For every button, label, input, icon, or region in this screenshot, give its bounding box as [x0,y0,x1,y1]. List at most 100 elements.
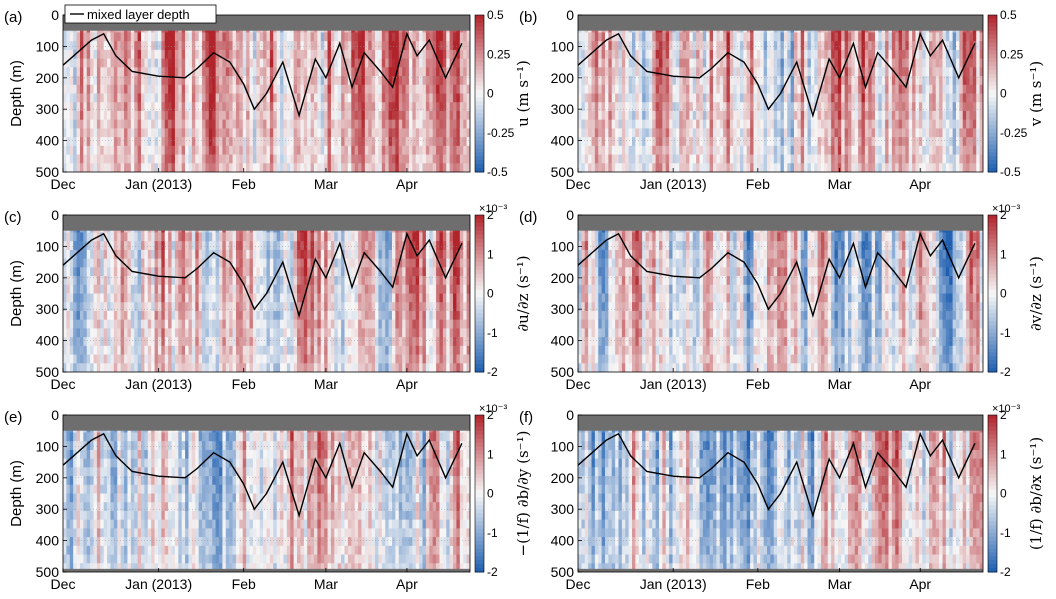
heatmap-cell [817,58,822,68]
heatmap-cell [134,258,139,268]
heatmap-cell [381,119,386,129]
heatmap-cell [120,293,125,303]
heatmap-cell [810,163,815,172]
heatmap-cell [96,354,101,364]
heatmap-cell [885,119,890,129]
heatmap-cell [453,58,458,68]
heatmap-cell [578,102,582,112]
heatmap-cell [979,145,983,156]
heatmap-cell [966,67,971,77]
heatmap-cell [743,145,748,156]
heatmap-cell [157,328,162,338]
heatmap-cell [212,84,217,95]
heatmap-cell [100,49,105,60]
heatmap-cell [800,84,805,95]
heatmap-cell [891,84,896,95]
heatmap-cell [283,110,288,121]
heatmap-cell [925,41,930,51]
heatmap-cell [222,67,227,77]
heatmap-cell [831,163,836,172]
heatmap-cell [797,163,802,172]
heatmap-cell [878,163,883,172]
heatmap-cell [810,76,815,86]
heatmap-cell [848,32,852,42]
heatmap-cell [446,102,451,112]
heatmap-cell [225,119,230,129]
heatmap-cell [330,84,335,95]
heatmap-cell [929,110,933,121]
heatmap-cell [868,128,873,138]
heatmap-cell [783,93,788,103]
heatmap-cell [168,137,173,147]
heatmap-cell [93,145,98,156]
heatmap-cell [929,58,933,68]
heatmap-cell [310,32,315,42]
heatmap-cell [594,49,599,60]
heatmap-cell [679,41,684,51]
heatmap-cell [773,137,778,147]
heatmap-cell [412,67,417,77]
heatmap-cell [378,137,383,147]
heatmap-cell [100,137,105,147]
heatmap-cell [100,102,105,112]
heatmap-cell [351,128,356,138]
heatmap-cell [945,49,950,60]
heatmap-cell [402,145,407,156]
heatmap-cell [364,110,369,121]
heatmap-cell [276,67,281,77]
heatmap-cell [347,110,352,121]
heatmap-cell [164,58,169,68]
heatmap-cell [83,310,88,321]
heatmap-cell [79,137,84,147]
heatmap-cell [439,49,444,60]
heatmap-cell [225,145,230,156]
heatmap-cell [276,154,281,164]
y-tick-label: 500 [551,164,575,180]
heatmap-cell [100,145,105,156]
heatmap-cell [956,67,960,77]
heatmap-cell [259,76,264,86]
heatmap-cell [371,154,376,164]
heatmap-cell [726,145,731,156]
colorbar-tick-label: 0.25 [487,47,511,61]
heatmap-cell [303,84,308,95]
heatmap-cell [713,76,717,86]
colorbar-swatch [475,42,484,47]
heatmap-cell [195,110,200,121]
heatmap-cell [902,32,906,42]
heatmap-cell [79,163,84,172]
heatmap-cell [794,163,798,172]
heatmap-cell [117,41,122,51]
heatmap-cell [83,232,88,242]
colorbar-swatch [475,156,484,161]
heatmap-cell [381,154,386,164]
heatmap-cell [591,102,596,112]
heatmap-cell [976,49,981,60]
heatmap-cell [689,154,694,164]
heatmap-cell [817,145,822,156]
heatmap-cell [191,110,196,121]
heatmap-cell [168,145,173,156]
heatmap-cell [178,163,183,172]
heatmap-cell [385,137,390,147]
colorbar-swatch [988,97,997,102]
heatmap-cell [120,137,125,147]
heatmap-cell [415,119,420,129]
heatmap-cell [185,93,190,103]
heatmap-cell [601,128,606,138]
heatmap-cell [878,84,883,95]
heatmap-cell [844,137,849,147]
heatmap-cell [591,119,596,129]
heatmap-cell [669,49,674,60]
heatmap-cell [463,67,468,77]
heatmap-cell [86,93,91,103]
heatmap-cell [611,93,616,103]
heatmap-cell [692,41,697,51]
heatmap-cell [202,49,207,60]
heatmap-cell [110,84,115,95]
heatmap-cell [780,41,785,51]
heatmap-cell [222,84,227,95]
colorbar-swatch [988,160,997,165]
heatmap-cell [375,41,380,51]
